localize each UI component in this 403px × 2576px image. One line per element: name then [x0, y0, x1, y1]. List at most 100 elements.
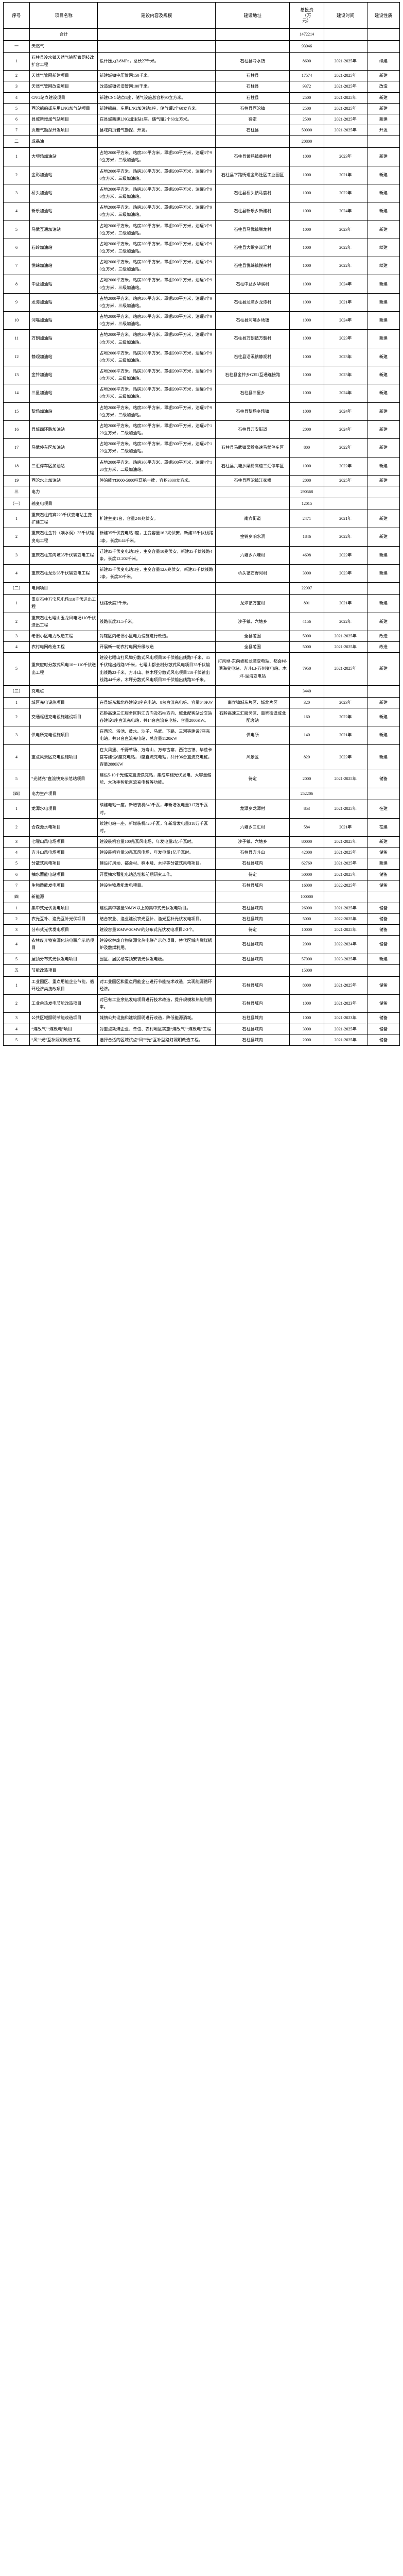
row-no: 2 — [3, 70, 30, 82]
row-time: 2021-2025年 — [323, 125, 367, 137]
row-scope: 占地2000平方米，站房200平方米，罩棚200平方米，油罐3个90立方米，三级… — [97, 202, 216, 221]
row-time: 2022年 — [323, 612, 367, 631]
table-row: 1 石柱县冷水镇天然气输配管网技改扩容工程 设计压力3.8MPa，总长27千米。 石柱… — [3, 52, 400, 71]
row-name: 电力 — [29, 486, 98, 499]
row-address: 石柱县域内 — [215, 976, 290, 995]
row-no: 7 — [3, 879, 30, 891]
row-time: 2025年 — [323, 474, 367, 487]
row-scope: 停泊能力3000-5000吨趸船一艘，容积3000立方米。 — [97, 474, 216, 487]
row-amount: 1000 — [289, 365, 324, 385]
row-name: 马武停车区加油站 — [29, 438, 98, 457]
row-name: 重庆石柱万宝风电场110千伏送出工程 — [29, 594, 98, 613]
column-header-name: 项目名称 — [29, 2, 98, 29]
row-type — [366, 788, 400, 801]
row-type — [366, 28, 400, 41]
row-address — [215, 498, 290, 511]
row-type: 在建 — [366, 818, 400, 837]
row-time: 2022年 — [323, 456, 367, 476]
row-no: 1 — [3, 147, 30, 166]
row-amount: 62769 — [289, 858, 324, 870]
row-scope — [97, 582, 216, 595]
row-name: CNG站点建设项目 — [29, 92, 98, 104]
row-type: 新建 — [366, 70, 400, 82]
row-type: 新建 — [366, 365, 400, 385]
row-scope: 开展新一轮农村电网升级改造 — [97, 641, 216, 653]
row-type: 开发 — [366, 125, 400, 137]
row-no: （二） — [3, 582, 30, 595]
row-time: 2021年 — [323, 594, 367, 613]
row-time: 2021-2025年 — [323, 641, 367, 653]
row-type: 续建 — [366, 257, 400, 276]
row-address: 石柱县冷水镇 — [215, 52, 290, 71]
row-name: 合森源水电项目 — [29, 818, 98, 837]
row-address — [215, 582, 290, 595]
row-address: 石柱县西沱镇江家槽 — [215, 474, 290, 487]
row-type — [366, 890, 400, 903]
row-amount: 3000 — [289, 564, 324, 583]
table-row: 4 新乐加油站 占地2000平方米，站房200平方米，罩棚200平方米，油罐3个90… — [3, 202, 400, 221]
row-amount: 140 — [289, 726, 324, 745]
row-address — [215, 28, 290, 41]
row-scope: 新建船舶、车用LNG加注站1座，储气罐2个60立方米。 — [97, 103, 216, 114]
row-amount: 1846 — [289, 528, 324, 547]
row-type: 新建 — [366, 183, 400, 203]
row-address: 供电所 — [215, 726, 290, 745]
row-type: 新建 — [366, 474, 400, 487]
row-type: 新建 — [366, 528, 400, 547]
row-name: 重庆石柱七曜山玉龙风电场110千伏送出工程 — [29, 612, 98, 631]
table-row: 6 县城新增加气站项目 在县城新建LNG加注站1座，储气罐2个60立方米。 待定 250… — [3, 113, 400, 126]
row-name: 新乐加油站 — [29, 202, 98, 221]
row-scope: 占地2000平方米，站房200平方米，罩棚200平方米，油罐3个90立方米，三级… — [97, 293, 216, 312]
row-scope — [97, 685, 216, 698]
table-header: 序号 项目名称 建设内容及规模 建设地址 总投资 （万 元） 建设时间 建设性质 — [3, 2, 400, 29]
row-address: 石柱县金铃乡G351互通连接路 — [215, 365, 290, 385]
row-time: 2022-2025年 — [323, 913, 367, 925]
row-name: 屋顶分布式光伏发电项目 — [29, 953, 98, 965]
row-scope: 占地2000平方米，站房200平方米，罩棚200平方米，油罐3个90立方米，三级… — [97, 275, 216, 294]
row-time: 2024年 — [323, 275, 367, 294]
row-scope: 结合农业、渔业建设农光互补、渔光互补光伏发电项目。 — [97, 913, 216, 925]
row-type: 储备 — [366, 902, 400, 914]
row-name: 悦崃加油站 — [29, 257, 98, 276]
row-name: 农光互补、渔光互补光伏项目 — [29, 913, 98, 925]
row-name: 农林废弃物资源化热电联产示范项目 — [29, 935, 98, 954]
row-type: 新建 — [366, 103, 400, 114]
row-no: （四） — [3, 788, 30, 801]
row-type: 新建 — [366, 456, 400, 476]
row-name: 石岭加油站 — [29, 238, 98, 258]
row-type: 储备 — [366, 1012, 400, 1024]
row-scope: 迁建35千伏变电站1座，主变容量10兆伏安，新建35千伏线路4条，长度12.20… — [97, 546, 216, 565]
row-type: 新建 — [366, 744, 400, 771]
row-address: 龙潭镇万宝村 — [215, 594, 290, 613]
row-time: 2024年 — [323, 202, 367, 221]
row-name: 马武互通加油站 — [29, 220, 98, 239]
row-type: 新建 — [366, 113, 400, 126]
row-amount: 2000 — [289, 770, 324, 789]
row-scope — [97, 40, 216, 53]
row-no: 14 — [3, 384, 30, 403]
table-row: 17 马武停车区加油站 占地2000平方米，站房300平方米，罩棚300平方米，油罐… — [3, 438, 400, 457]
row-amount: 1000 — [289, 456, 324, 476]
row-time — [323, 28, 367, 41]
row-no: 1 — [3, 510, 30, 529]
row-scope: 县域内页岩气勘探、开发。 — [97, 125, 216, 137]
row-address: 石柱县新乐乡新建村 — [215, 202, 290, 221]
row-type: 新建 — [366, 697, 400, 709]
row-address: 石柱县域内 — [215, 953, 290, 965]
table-row: 2 合森源水电项目 续建电站一座，新增装机420千瓦，年新增发电量318万千瓦时。六… — [3, 818, 400, 837]
row-amount: 8600 — [289, 52, 324, 71]
row-amount: 26000 — [289, 902, 324, 914]
amount-header-line3: 元） — [302, 18, 311, 24]
row-address: 石柱县域内 — [215, 994, 290, 1013]
row-no: 二 — [3, 135, 30, 148]
row-time — [323, 498, 367, 511]
row-name: 节能改造项目 — [29, 964, 98, 977]
row-address: 石柱县万安街道 — [215, 420, 290, 439]
row-name: “风”“光”互补照明改造工程 — [29, 1034, 98, 1046]
row-name: 黎场加油站 — [29, 402, 98, 421]
row-scope: 选择合适的区域试点“风”“光”互补型路灯照明改造工程。 — [97, 1034, 216, 1046]
row-amount: 93046 — [289, 40, 324, 53]
row-time: 2022-2024年 — [323, 935, 367, 954]
row-name: 金铃加油站 — [29, 365, 98, 385]
row-time: 2021-2025年 — [323, 630, 367, 642]
